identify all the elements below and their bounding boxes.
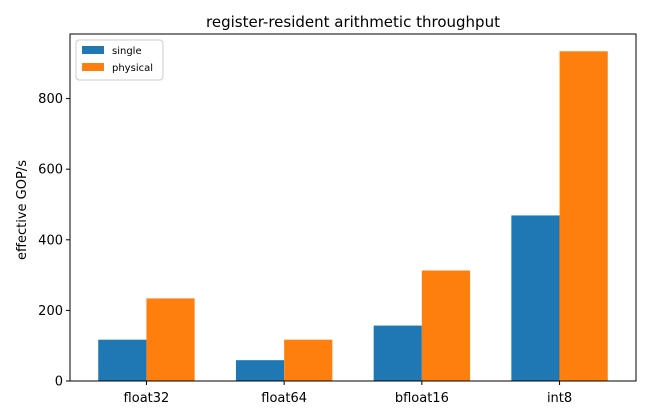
bar-single-bfloat16 xyxy=(373,325,422,381)
legend-label-single: single xyxy=(112,46,142,57)
bar-physical-bfloat16 xyxy=(421,270,471,381)
plot-frame xyxy=(69,33,637,382)
bar-single-float32 xyxy=(98,339,147,381)
legend: single physical xyxy=(75,39,164,81)
bar-physical-float64 xyxy=(284,339,333,381)
x-tick-label: float64 xyxy=(261,391,307,406)
y-tick-label: 600 xyxy=(38,163,63,178)
legend-swatch-single xyxy=(82,46,104,54)
y-tick-label: 200 xyxy=(38,304,63,319)
bar-single-float64 xyxy=(235,360,285,381)
x-tick-label: bfloat16 xyxy=(395,391,449,406)
bar-physical-float32 xyxy=(146,298,195,381)
bar-physical-int8 xyxy=(559,51,608,382)
bar-single-int8 xyxy=(511,215,560,381)
y-tick-label: 0 xyxy=(55,375,63,390)
x-axis: float32 float64 bfloat16 int8 xyxy=(124,381,572,406)
y-axis-label: effective GOP/s xyxy=(15,160,30,260)
legend-swatch-physical xyxy=(82,63,104,71)
x-tick-label: int8 xyxy=(547,391,572,406)
y-axis: 0 200 400 600 800 xyxy=(38,92,70,390)
x-tick-label: float32 xyxy=(124,391,170,406)
legend-label-physical: physical xyxy=(112,63,153,74)
y-tick-label: 400 xyxy=(38,233,63,248)
y-tick-label: 800 xyxy=(38,92,63,107)
bars-group xyxy=(98,51,608,382)
chart-title: register-resident arithmetic throughput xyxy=(206,13,500,31)
